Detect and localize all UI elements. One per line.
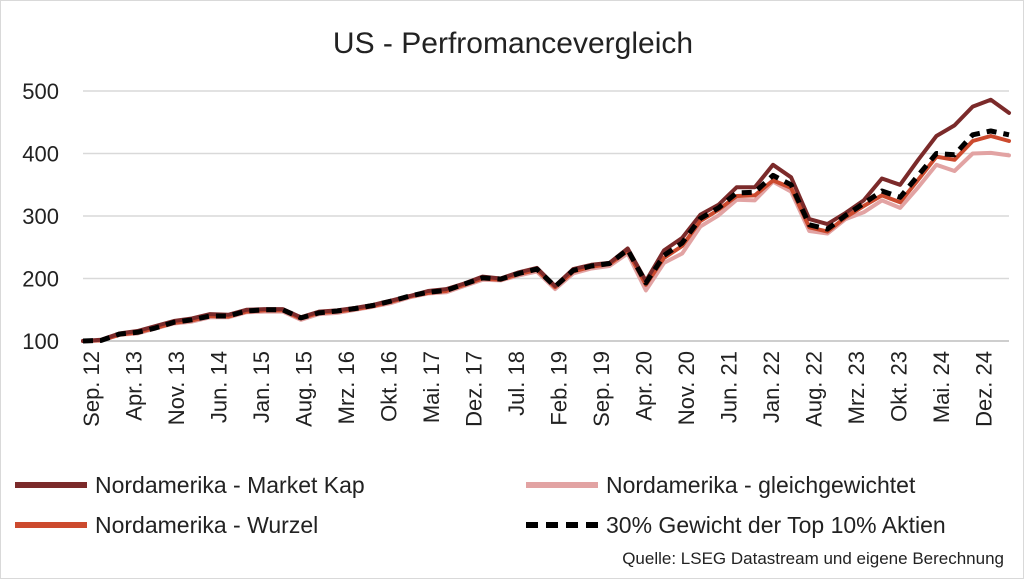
x-tick-label: Mrz. 23 bbox=[844, 351, 869, 424]
x-tick-label: Jan. 22 bbox=[759, 351, 784, 423]
legend-label-2: Nordamerika - Wurzel bbox=[95, 512, 318, 538]
x-tick-label: Dez. 17 bbox=[462, 351, 487, 427]
series-line-3 bbox=[82, 128, 1010, 344]
x-tick-label: Jun. 14 bbox=[207, 351, 232, 423]
x-tick-label: Mai. 24 bbox=[929, 351, 954, 423]
x-tick-label: Sep. 12 bbox=[79, 351, 104, 427]
y-tick-label: 100 bbox=[22, 329, 59, 354]
x-axis-ticks: Sep. 12 Apr. 13 Nov. 13 Jun. 14 Jan. 15 Aug. … bbox=[79, 351, 997, 427]
y-tick-label: 200 bbox=[22, 267, 59, 292]
x-tick-label: Jan. 15 bbox=[249, 351, 274, 423]
y-tick-label: 400 bbox=[22, 142, 59, 167]
y-tick-label: 300 bbox=[22, 204, 59, 229]
source-note: Quelle: LSEG Datastream und eigene Berec… bbox=[622, 549, 1004, 568]
y-axis-ticks: 100 200 300 400 500 bbox=[22, 79, 59, 354]
legend-label-0: Nordamerika - Market Kap bbox=[95, 472, 365, 498]
y-tick-label: 500 bbox=[22, 79, 59, 104]
legend-label-1: Nordamerika - gleichgewichtet bbox=[606, 472, 916, 498]
x-tick-label: Nov. 13 bbox=[164, 351, 189, 425]
x-tick-label: Apr. 20 bbox=[632, 351, 657, 421]
legend: Nordamerika - Market Kap Nordamerika - gl… bbox=[15, 472, 946, 538]
gridlines bbox=[83, 90, 1009, 342]
x-tick-label: Apr. 13 bbox=[122, 351, 147, 421]
series-lines bbox=[81, 97, 1011, 344]
x-tick-label: Aug. 22 bbox=[802, 351, 827, 427]
series-line-0 bbox=[81, 97, 1011, 343]
series-line-2 bbox=[81, 134, 1011, 343]
x-tick-label: Mai. 17 bbox=[419, 351, 444, 423]
x-tick-label: Feb. 19 bbox=[547, 351, 572, 426]
x-tick-label: Nov. 20 bbox=[674, 351, 699, 425]
x-tick-label: Aug. 15 bbox=[292, 351, 317, 427]
x-tick-label: Okt. 16 bbox=[377, 351, 402, 422]
x-tick-label: Jul. 18 bbox=[504, 351, 529, 416]
x-tick-label: Jun. 21 bbox=[717, 351, 742, 423]
x-tick-label: Okt. 23 bbox=[887, 351, 912, 422]
legend-label-3: 30% Gewicht der Top 10% Aktien bbox=[606, 512, 946, 538]
x-tick-label: Dez. 24 bbox=[972, 351, 997, 427]
x-tick-label: Sep. 19 bbox=[589, 351, 614, 427]
x-tick-label: Mrz. 16 bbox=[334, 351, 359, 424]
chart-title: US - Perfromancevergleich bbox=[333, 27, 693, 60]
